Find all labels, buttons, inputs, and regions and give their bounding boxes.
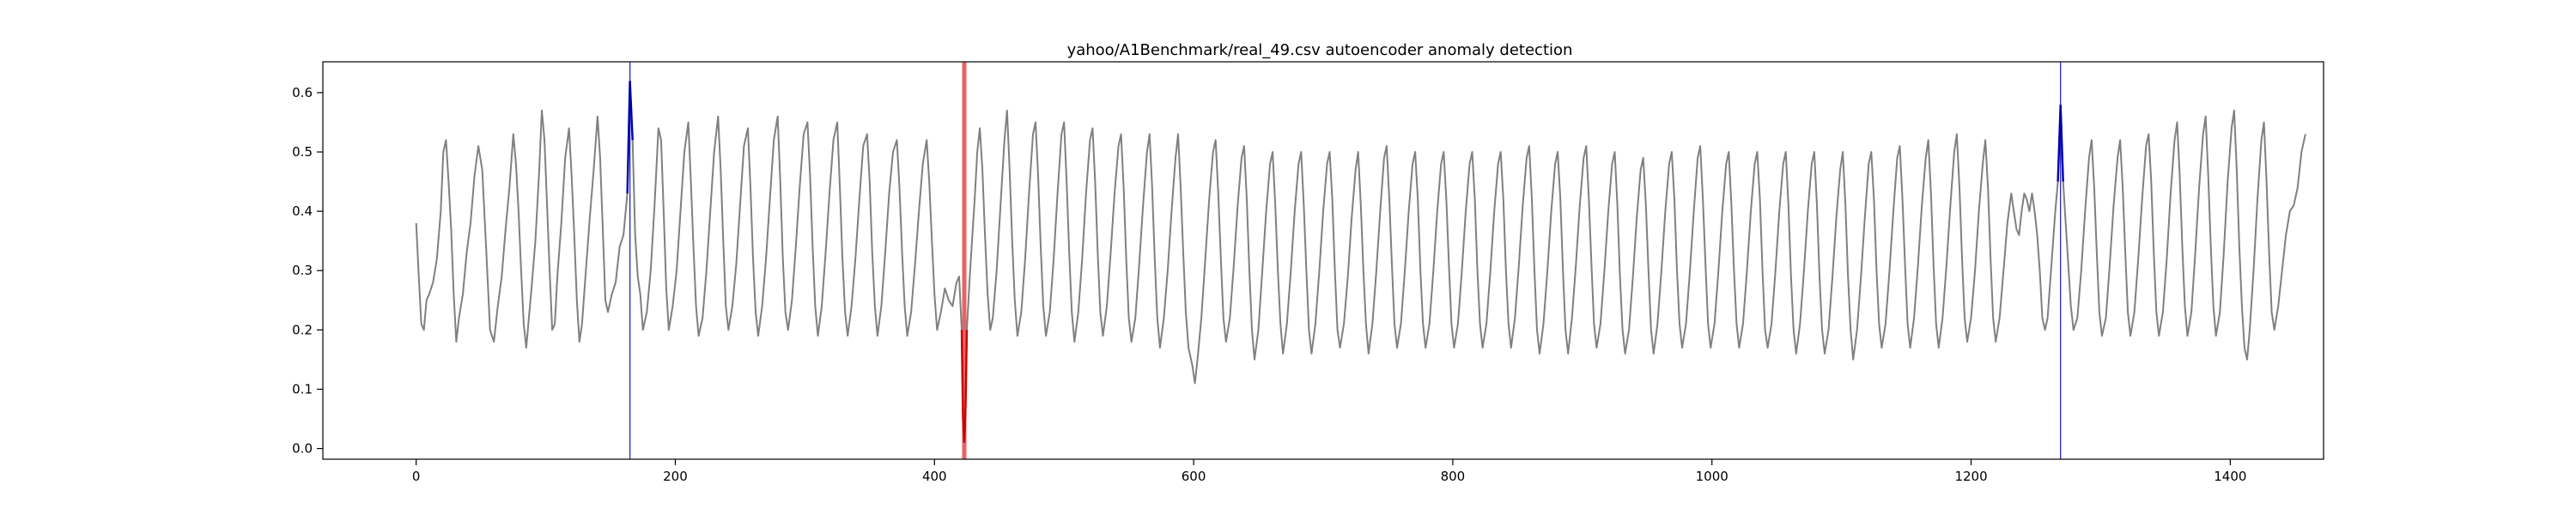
x-tick-label: 1400	[2214, 469, 2246, 484]
y-tick-label: 0.2	[292, 322, 313, 337]
highlight-segment-1	[626, 81, 634, 194]
y-tick-label: 0.5	[292, 144, 313, 160]
highlight-segment-3	[2057, 104, 2064, 182]
series-line-1	[415, 80, 2306, 444]
x-tick-label: 400	[922, 469, 947, 484]
y-tick-label: 0.3	[292, 263, 313, 278]
x-tick-label: 1000	[1696, 469, 1728, 484]
x-tick-label: 800	[1441, 469, 1466, 484]
x-tick-label: 600	[1182, 469, 1206, 484]
y-tick-label: 0.1	[292, 381, 313, 397]
axes-frame	[322, 61, 2324, 460]
x-tick-label: 0	[412, 469, 421, 484]
x-axis: 0 200 400 600 800 1000 1200 1400	[412, 459, 2246, 484]
y-tick-label: 0.6	[292, 85, 313, 100]
x-tick-label: 1200	[1954, 469, 1987, 484]
chart-title: yahoo/A1Benchmark/real_49.csv autoencode…	[1067, 41, 1573, 59]
y-tick-label: 0.0	[292, 441, 313, 457]
highlight-segment-2	[960, 330, 969, 443]
y-axis: 0.0 0.1 0.2 0.3 0.4 0.5 0.6	[292, 85, 323, 457]
x-tick-label: 200	[663, 469, 688, 484]
y-tick-label: 0.4	[292, 203, 313, 219]
plot-area	[415, 62, 2306, 459]
